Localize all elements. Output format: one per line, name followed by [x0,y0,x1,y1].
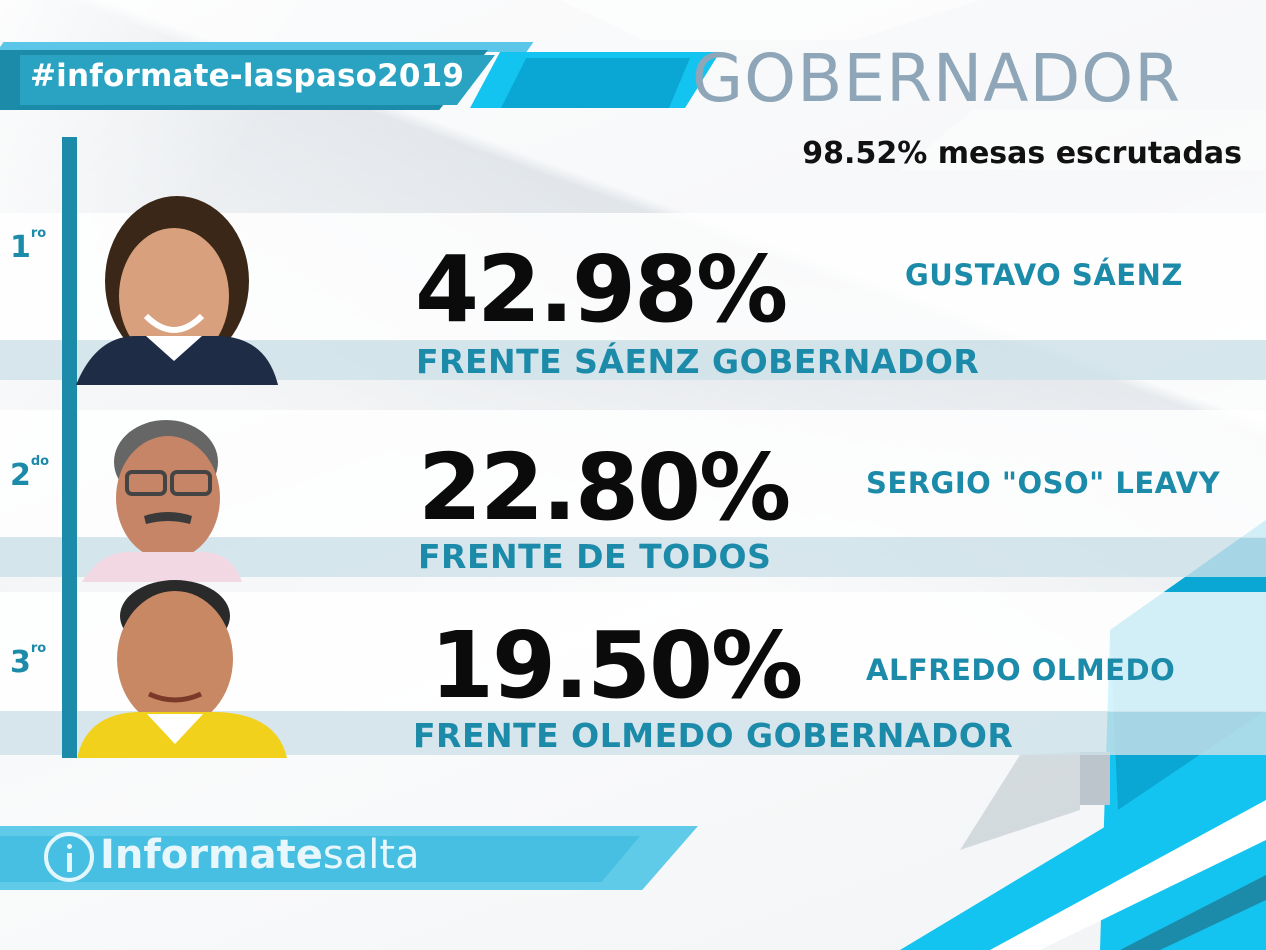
candidate-photo-saenz [76,186,278,385]
deco-cyan-diag [900,730,1266,950]
percentage-1: 42.98% [415,236,788,343]
candidate-photo-olmedo [77,574,287,758]
vertical-accent-bar [62,137,77,758]
hashtag: #informate-laspaso2019 [30,58,465,94]
candidate-name-2: SERGIO "OSO" LEAVY [866,466,1221,500]
party-name-3: FRENTE OLMEDO GOBERNADOR [413,716,1014,755]
bg-facet [900,110,1266,170]
page-title: GOBERNADOR [692,40,1182,117]
percentage-2: 22.80% [418,434,791,541]
candidate-name-3: ALFREDO OLMEDO [866,653,1176,687]
info-circle-icon [44,832,94,882]
deco-white-diag [990,800,1266,950]
header-cyan-bar-shade [501,58,690,108]
rank-3: 3ro [10,641,47,680]
deco-gray-shade [960,752,1080,850]
candidate-name-1: GUSTAVO SÁENZ [905,258,1183,292]
mesas-escrutadas: 98.52% mesas escrutadas [802,136,1242,171]
hashtag-banner-inner [20,55,495,105]
percentage-3: 19.50% [430,612,803,719]
footer-stripe-inner [0,836,640,882]
brand-logo: Informatesalta [100,832,420,878]
deco-dark-diag [1120,875,1266,950]
party-name-2: FRENTE DE TODOS [418,537,772,576]
party-name-1: FRENTE SÁENZ GOBERNADOR [416,342,980,381]
rank-2: 2do [10,454,50,493]
rank-1: 1ro [10,226,47,265]
deco-gray-block [1080,752,1110,805]
candidate-photo-leavy [82,412,242,582]
